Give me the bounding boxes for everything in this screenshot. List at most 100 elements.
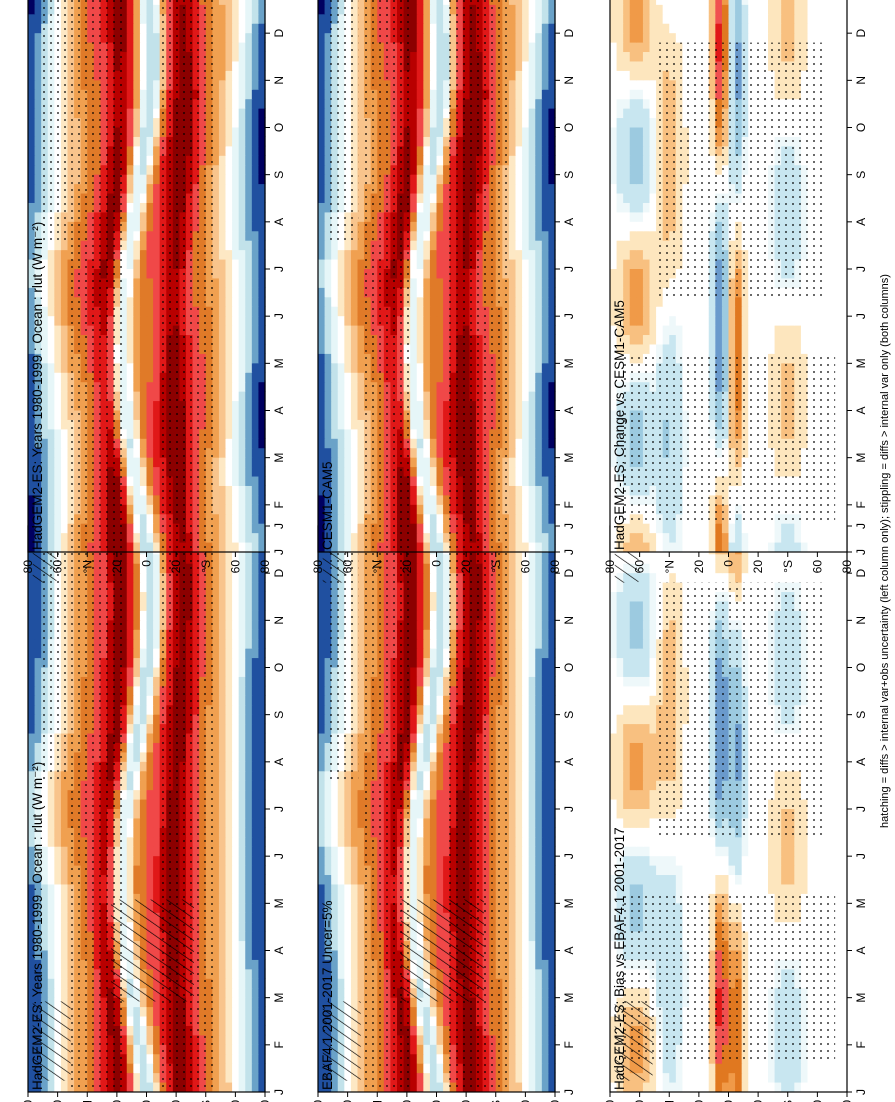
heatmap-cell xyxy=(515,1006,523,1017)
heatmap-cell xyxy=(245,723,253,734)
heatmap-cell xyxy=(146,136,154,147)
heatmap-cell xyxy=(258,1072,266,1083)
heatmap-cell xyxy=(225,230,233,241)
heatmap-cell xyxy=(225,89,233,100)
heatmap-cell xyxy=(47,287,55,298)
heatmap-cell xyxy=(126,846,134,857)
heatmap-cell xyxy=(218,475,227,486)
heatmap-cell xyxy=(146,648,154,659)
heatmap-cell xyxy=(423,1025,431,1036)
heatmap-cell xyxy=(429,1025,438,1036)
heatmap-cell xyxy=(218,419,227,430)
heatmap-cell xyxy=(238,183,246,194)
heatmap-cell xyxy=(139,494,148,505)
heatmap-cell xyxy=(139,145,148,156)
heatmap-cell xyxy=(245,1053,253,1064)
heatmap-cell xyxy=(218,638,227,649)
heatmap-cell xyxy=(232,447,240,458)
heatmap-cell xyxy=(146,855,154,866)
heatmap-cell xyxy=(350,959,359,970)
heatmap-cell xyxy=(225,126,233,137)
heatmap-cell xyxy=(232,343,240,354)
heatmap-cell xyxy=(218,997,227,1008)
heatmap-cell xyxy=(218,447,227,458)
heatmap-cell xyxy=(54,306,62,317)
heatmap-cell xyxy=(225,457,233,468)
heatmap-cell xyxy=(232,457,240,468)
heatmap-cell xyxy=(54,277,62,288)
heatmap-cell xyxy=(251,155,260,166)
heatmap-cell xyxy=(238,485,246,496)
heatmap-cell xyxy=(251,1015,260,1026)
heatmap-cell xyxy=(126,666,134,677)
heatmap-cell xyxy=(133,761,141,772)
heatmap-cell xyxy=(146,0,154,5)
heatmap-cell xyxy=(245,1025,253,1036)
heatmap-cell xyxy=(528,1025,536,1036)
heatmap-cell xyxy=(251,192,260,203)
heatmap-cell xyxy=(126,60,134,71)
heatmap-cell xyxy=(238,987,246,998)
heatmap-cell xyxy=(251,846,260,857)
heatmap-cell xyxy=(146,1034,154,1045)
heatmap-cell xyxy=(251,742,260,753)
heatmap-cell xyxy=(238,475,246,486)
heatmap-cell xyxy=(139,600,148,611)
heatmap-cell xyxy=(251,1081,260,1092)
heatmap-cell xyxy=(47,780,55,791)
heatmap-cell xyxy=(218,409,227,420)
heatmap-cell xyxy=(522,1034,530,1045)
heatmap-cell xyxy=(225,513,233,524)
heatmap-cell xyxy=(54,874,62,885)
heatmap-cell xyxy=(139,249,148,260)
month-label: M xyxy=(272,358,286,368)
heatmap-cell xyxy=(251,306,260,317)
heatmap-cell xyxy=(133,202,141,213)
heatmap-cell xyxy=(218,685,227,696)
heatmap-cell xyxy=(218,987,227,998)
heatmap-cell xyxy=(232,183,240,194)
heatmap-cell xyxy=(232,978,240,989)
heatmap-cell xyxy=(47,523,55,534)
heatmap-cell xyxy=(133,475,141,486)
heatmap-cell xyxy=(416,1025,424,1036)
heatmap-cell xyxy=(60,523,69,534)
heatmap-cell xyxy=(146,600,154,611)
heatmap-cell xyxy=(218,4,227,15)
heatmap-cell xyxy=(225,183,233,194)
heatmap-cell xyxy=(508,1015,517,1026)
heatmap-cell xyxy=(423,1015,431,1026)
heatmap-cell xyxy=(232,1034,240,1045)
heatmap-cell xyxy=(225,808,233,819)
heatmap-cell xyxy=(139,268,148,279)
heatmap-cell xyxy=(225,1034,233,1045)
heatmap-cell xyxy=(225,343,233,354)
heatmap-cell xyxy=(245,997,253,1008)
heatmap-cell xyxy=(238,494,246,505)
month-label: S xyxy=(272,171,286,179)
heatmap-cell xyxy=(218,240,227,251)
heatmap-cell xyxy=(126,761,134,772)
heatmap-cell xyxy=(146,155,154,166)
heatmap-cell xyxy=(47,893,55,904)
heatmap-cell xyxy=(232,968,240,979)
heatmap-cell xyxy=(146,51,154,62)
heatmap-cell xyxy=(541,1034,550,1045)
heatmap-cell xyxy=(251,666,260,677)
heatmap-cell xyxy=(541,987,550,998)
heatmap-cell xyxy=(238,51,246,62)
heatmap-cell xyxy=(515,1025,523,1036)
heatmap-cell xyxy=(139,504,148,515)
heatmap-cell xyxy=(139,174,148,185)
heatmap-cell xyxy=(238,306,246,317)
heatmap-cell xyxy=(54,315,62,326)
heatmap-cell xyxy=(218,306,227,317)
heatmap-cell xyxy=(146,864,154,876)
heatmap-cell xyxy=(225,504,233,515)
heatmap-cell xyxy=(218,230,227,241)
heatmap-cell xyxy=(146,13,154,24)
heatmap-cell xyxy=(218,438,227,449)
heatmap-cell xyxy=(218,258,227,269)
heatmap-cell xyxy=(238,770,246,781)
heatmap-cell xyxy=(225,334,233,345)
